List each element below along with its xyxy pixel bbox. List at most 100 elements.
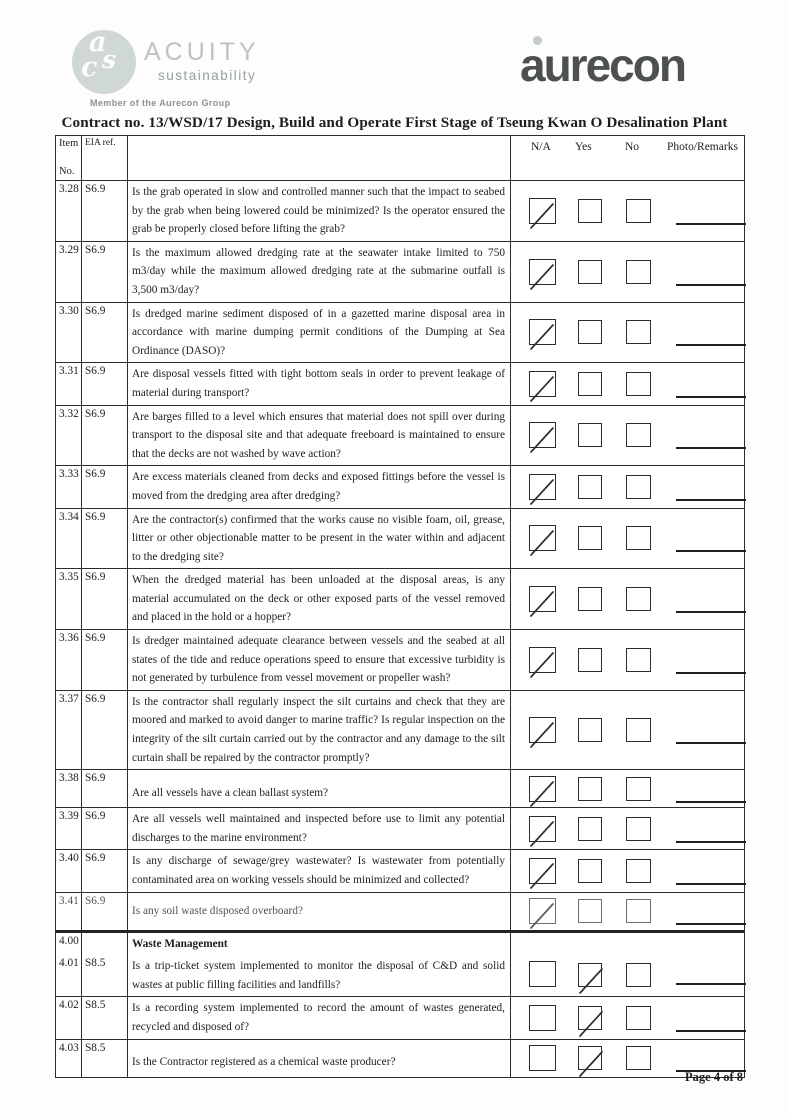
na-checkbox[interactable] xyxy=(529,258,556,290)
eia-ref: S8.5 xyxy=(82,955,128,997)
no-checkbox[interactable] xyxy=(626,587,651,612)
yes-checkbox[interactable] xyxy=(578,776,602,801)
eia-ref xyxy=(82,932,128,956)
no-checkbox[interactable] xyxy=(626,371,651,396)
eia-ref: S8.5 xyxy=(82,1039,128,1077)
na-checkbox[interactable] xyxy=(529,586,556,618)
table-body: 3.28 S6.9 Is the grab operated in slow and… xyxy=(56,181,746,1077)
row-question-area: 3.35 S6.9 When the dredged material has be… xyxy=(56,569,511,630)
remarks-line xyxy=(676,550,746,553)
aurecon-dot-icon xyxy=(533,36,542,45)
no-checkbox[interactable] xyxy=(626,899,651,924)
question-text: Is any discharge of sewage/grey wastewat… xyxy=(128,850,511,892)
row-entry: 3.35 S6.9 When the dredged material has be… xyxy=(56,569,511,630)
no-checkbox[interactable] xyxy=(626,859,651,883)
yes-checkbox[interactable] xyxy=(578,1005,603,1037)
remarks-line xyxy=(676,840,746,843)
item-number: 3.29 xyxy=(56,241,82,302)
no-checkbox[interactable] xyxy=(626,423,651,448)
answer-cell xyxy=(511,509,746,569)
table-row: 3.28 S6.9 Is the grab operated in slow and… xyxy=(56,181,746,241)
yes-checkbox[interactable] xyxy=(578,816,602,841)
no-checkbox[interactable] xyxy=(626,259,651,284)
yes-checkbox[interactable] xyxy=(578,526,602,551)
table-row: 3.41 S6.9 Is any soil waste disposed overb… xyxy=(56,891,746,930)
question-text: Are barges filled to a level which ensur… xyxy=(128,405,511,466)
remarks-line xyxy=(676,395,746,398)
yes-checkbox[interactable] xyxy=(578,899,602,924)
answer-cell xyxy=(511,770,746,807)
row-question-area: 3.32 S6.9 Are barges filled to a level whi… xyxy=(56,405,511,466)
row-entry: 4.02 S8.5 Is a recording system implemente… xyxy=(56,997,511,1039)
row-entry: 4.00 Waste Management xyxy=(56,932,511,956)
na-checkbox[interactable] xyxy=(529,775,556,807)
yes-checkbox[interactable] xyxy=(578,718,602,743)
table-row: 3.32 S6.9 Are barges filled to a level whi… xyxy=(56,404,746,466)
table-row: 3.40 S6.9 Is any discharge of sewage/grey … xyxy=(56,849,746,892)
yes-checkbox[interactable] xyxy=(578,198,602,223)
monogram-letter-s: s xyxy=(102,45,117,74)
checklist-table: Item No. EIA ref. N/A Yes No Photo/Remar… xyxy=(55,135,746,1078)
header-item-line1: Item xyxy=(59,138,79,149)
row-question-area: 4.02 S8.5 Is a recording system implemente… xyxy=(56,997,511,1039)
remarks-line xyxy=(676,671,746,674)
yes-checkbox[interactable] xyxy=(578,587,602,612)
section-title: Waste Management xyxy=(128,932,511,956)
na-checkbox[interactable] xyxy=(529,961,556,988)
remarks-line xyxy=(676,742,746,745)
row-question-area: 3.38 S6.9 Are all vessels have a clean bal… xyxy=(56,770,511,808)
no-checkbox[interactable] xyxy=(626,474,651,499)
na-checkbox[interactable] xyxy=(529,370,556,402)
no-checkbox[interactable] xyxy=(626,718,651,743)
yes-checkbox[interactable] xyxy=(578,320,602,345)
na-checkbox[interactable] xyxy=(529,1004,556,1031)
na-checkbox[interactable] xyxy=(529,422,556,454)
na-checkbox[interactable] xyxy=(529,646,556,678)
item-number: 3.39 xyxy=(56,808,82,850)
check-slash-icon xyxy=(530,263,554,290)
yes-checkbox[interactable] xyxy=(578,474,602,499)
no-checkbox[interactable] xyxy=(626,816,651,841)
question-text: Is dredged marine sediment disposed of i… xyxy=(128,302,511,363)
yes-checkbox[interactable] xyxy=(578,1046,603,1077)
table-row: 4.03 S8.5 Is the Contractor registered as … xyxy=(56,1038,746,1077)
eia-ref: S6.9 xyxy=(82,466,128,508)
eia-ref: S6.9 xyxy=(82,241,128,302)
yes-checkbox[interactable] xyxy=(578,963,603,995)
na-checkbox[interactable] xyxy=(529,815,556,847)
row-question-area: 3.31 S6.9 Are disposal vessels fitted with… xyxy=(56,363,511,405)
item-number: 4.01 xyxy=(56,955,82,997)
question-text: Is the Contractor registered as a chemic… xyxy=(128,1039,511,1077)
yes-checkbox[interactable] xyxy=(578,371,602,396)
question-text: Is the contractor shall regularly inspec… xyxy=(128,690,511,770)
remarks-line xyxy=(676,611,746,614)
question-text: Is the grab operated in slow and control… xyxy=(128,181,511,241)
na-checkbox[interactable] xyxy=(529,858,556,889)
row-question-area: 4.03 S8.5 Is the Contractor registered as … xyxy=(56,1039,511,1077)
na-checkbox[interactable] xyxy=(529,319,556,351)
na-checkbox[interactable] xyxy=(529,1045,556,1072)
na-checkbox[interactable] xyxy=(529,717,556,748)
yes-checkbox[interactable] xyxy=(578,647,602,672)
no-checkbox[interactable] xyxy=(626,776,651,801)
na-checkbox[interactable] xyxy=(529,473,556,505)
row-entry: 3.39 S6.9 Are all vessels well maintained … xyxy=(56,808,511,850)
yes-checkbox[interactable] xyxy=(578,859,602,883)
header-item-line2: No. xyxy=(59,166,75,177)
yes-checkbox[interactable] xyxy=(578,423,602,448)
no-checkbox[interactable] xyxy=(626,1005,651,1030)
check-slash-icon xyxy=(530,652,554,678)
no-checkbox[interactable] xyxy=(626,647,651,672)
no-checkbox[interactable] xyxy=(626,526,651,551)
no-checkbox[interactable] xyxy=(626,198,651,223)
no-checkbox[interactable] xyxy=(626,320,651,345)
na-checkbox[interactable] xyxy=(529,898,556,929)
na-checkbox[interactable] xyxy=(529,197,556,229)
remarks-line xyxy=(676,344,746,347)
answer-cell xyxy=(511,997,746,1038)
row-entry: 3.29 S6.9 Is the maximum allowed dredging … xyxy=(56,241,511,302)
yes-checkbox[interactable] xyxy=(578,259,602,284)
no-checkbox[interactable] xyxy=(626,963,651,988)
no-checkbox[interactable] xyxy=(626,1046,651,1071)
na-checkbox[interactable] xyxy=(529,525,556,557)
